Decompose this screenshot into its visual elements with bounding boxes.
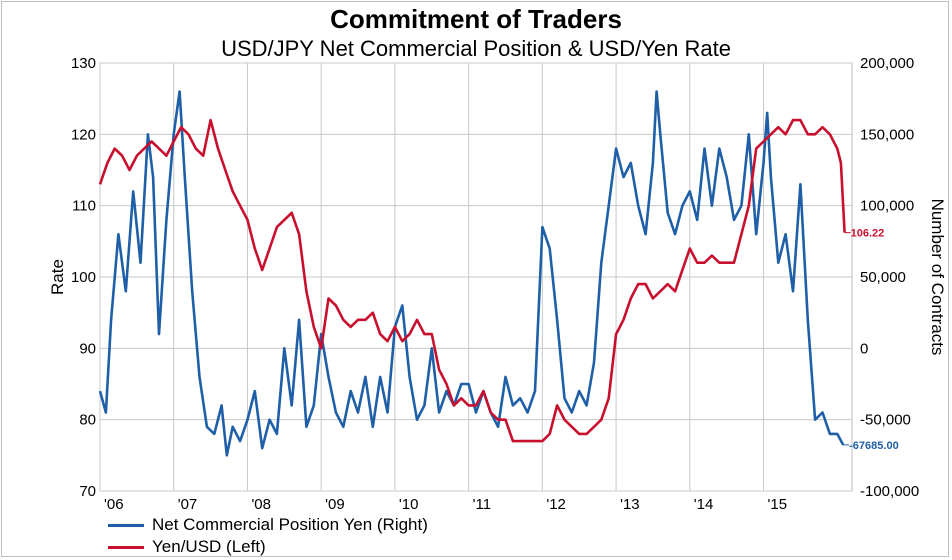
right-tick-label: 150,000 [860, 126, 914, 143]
x-tick-label: '14 [694, 496, 714, 513]
x-tick-label: '06 [104, 496, 124, 513]
x-tick-label: '11 [473, 496, 491, 513]
left-tick-label: 70 [79, 483, 96, 500]
left-tick-label: 110 [72, 198, 96, 215]
left-tick-label: 90 [79, 340, 96, 357]
legend-item-yen-usd: Yen/USD (Left) [108, 536, 428, 558]
end-label-net-commercial: -67685.00 [849, 440, 899, 452]
x-tick-label: '10 [399, 496, 419, 513]
chart-title: Commitment of Traders [330, 4, 622, 34]
legend: Net Commercial Position Yen (Right) Yen/… [108, 514, 428, 558]
x-tick-label: '08 [251, 496, 271, 513]
right-tick-label: -100,000 [860, 483, 919, 500]
legend-item-net-commercial: Net Commercial Position Yen (Right) [108, 514, 428, 536]
y-axis-right-title: Number of Contracts [928, 199, 947, 356]
right-tick-label: -50,000 [860, 412, 911, 429]
right-tick-label: 200,000 [860, 55, 914, 72]
left-tick-label: 80 [79, 412, 96, 429]
y-axis-left-title: Rate [48, 259, 67, 295]
series-line-yen-usd [98, 118, 846, 443]
end-label-yen-usd: 106.22 [851, 228, 885, 240]
x-tick-label: '13 [620, 496, 640, 513]
right-tick-label: 0 [860, 340, 868, 357]
legend-swatch-yen-usd [108, 545, 144, 549]
x-tick-label: '12 [546, 496, 566, 513]
series-line-net-commercial [98, 90, 845, 457]
right-tick-label: 100,000 [860, 198, 914, 215]
left-tick-label: 100 [71, 269, 96, 286]
right-tick-label: 50,000 [860, 269, 906, 286]
left-tick-label: 120 [71, 126, 96, 143]
legend-label-net-commercial: Net Commercial Position Yen (Right) [152, 515, 428, 534]
left-tick-label: 130 [71, 55, 96, 72]
legend-swatch-net-commercial [108, 523, 144, 527]
chart-subtitle: USD/JPY Net Commercial Position & USD/Ye… [221, 36, 731, 61]
x-tick-label: '07 [178, 496, 198, 513]
x-tick-label: '15 [768, 496, 788, 513]
x-tick-label: '09 [325, 496, 345, 513]
legend-label-yen-usd: Yen/USD (Left) [152, 537, 266, 556]
